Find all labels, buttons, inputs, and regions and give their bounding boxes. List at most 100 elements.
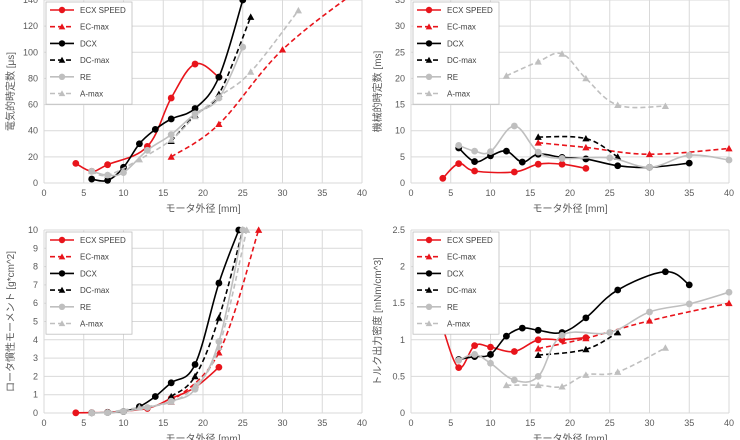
- data-point: [502, 72, 510, 79]
- legend-label: EC-max: [447, 253, 476, 262]
- x-tick-label: 30: [277, 418, 287, 428]
- y-tick-label: 4: [33, 335, 38, 345]
- series-line: [538, 135, 619, 158]
- data-point: [104, 408, 112, 415]
- x-tick-label: 15: [525, 418, 535, 428]
- x-tick-label: 40: [357, 418, 367, 428]
- y-tick-label: 80: [28, 73, 38, 83]
- legend-swatch-marker: [58, 270, 66, 277]
- y-tick-label: 10: [395, 126, 405, 136]
- legend-swatch-marker: [58, 56, 66, 63]
- legend-box: [45, 1, 133, 105]
- y-tick-label: 0: [33, 178, 38, 188]
- x-tick-label: 20: [565, 418, 575, 428]
- data-point: [215, 120, 223, 128]
- data-point: [239, 0, 247, 4]
- data-point: [278, 46, 287, 53]
- y-tick-label: 100: [23, 47, 38, 57]
- legend-label: EC-max: [80, 23, 109, 32]
- legend-swatch-marker: [425, 320, 433, 327]
- data-point: [582, 164, 590, 172]
- data-point: [191, 372, 199, 380]
- y-tick-label: 1.5: [392, 298, 405, 308]
- legend-swatch-marker: [425, 253, 433, 260]
- series-group: [439, 50, 733, 182]
- data-point: [455, 141, 463, 149]
- data-point: [191, 361, 199, 368]
- data-point: [582, 143, 590, 151]
- data-point: [167, 115, 175, 123]
- data-point: [167, 94, 175, 102]
- data-point: [143, 146, 151, 154]
- data-point: [215, 363, 223, 371]
- y-tick-label: 35: [395, 0, 405, 5]
- chart-3: 0 1 2 3 4 5 6 7 8 9 10 0 5 10 15 20 25 30 35 40 モータ外径 [mm] ロー…: [4, 225, 367, 440]
- data-point: [558, 332, 566, 339]
- series-line: [506, 52, 666, 109]
- legend-swatch-marker: [58, 90, 66, 97]
- x-tick-label: 35: [684, 188, 694, 198]
- legend-swatch-marker: [425, 23, 433, 30]
- data-point: [725, 144, 733, 152]
- legend-swatch-marker: [58, 73, 66, 81]
- data-point: [510, 348, 518, 355]
- legend-swatch-marker: [425, 286, 433, 293]
- data-point: [88, 175, 96, 183]
- data-point: [534, 381, 542, 389]
- data-point: [534, 58, 542, 65]
- series-line: [458, 291, 730, 383]
- x-tick-label: 10: [118, 418, 128, 428]
- data-point: [685, 300, 693, 308]
- data-point: [471, 147, 478, 155]
- legend-swatch-marker: [58, 40, 66, 47]
- data-point: [558, 155, 566, 162]
- legend-label: RE: [447, 73, 458, 82]
- data-point: [582, 345, 590, 353]
- data-point: [136, 140, 143, 148]
- legend-box: [412, 231, 500, 335]
- chart-2: 0 5 10 15 20 25 30 35 0 5 10 15 20 25 30 35 40 モータ外径 [mm]…: [371, 0, 734, 215]
- x-tick-label: 10: [485, 418, 495, 428]
- series-group: [72, 226, 263, 417]
- data-point: [614, 328, 622, 336]
- y-tick-label: 7: [33, 280, 38, 290]
- data-point: [582, 134, 590, 142]
- series-line: [538, 141, 730, 156]
- data-point: [487, 343, 494, 351]
- y-tick-label: 3: [33, 353, 38, 363]
- y-tick-label: 20: [395, 73, 405, 83]
- legend-label: DC-max: [447, 286, 476, 295]
- data-point: [487, 148, 494, 156]
- data-point: [88, 409, 96, 416]
- y-tick-label: 2: [400, 262, 405, 272]
- y-tick-label: 1: [400, 335, 405, 345]
- chart-1: 0 20 40 60 80 100 120 140 0 5 10 15 20 25 30 35 40 モータ外径 …: [4, 0, 367, 215]
- data-point: [725, 299, 733, 307]
- x-tick-label: 20: [198, 418, 208, 428]
- x-axis-title: モータ外径 [mm]: [533, 432, 608, 440]
- data-point: [646, 163, 653, 171]
- legend-label: DCX: [80, 269, 98, 278]
- y-tick-label: 20: [28, 152, 38, 162]
- data-point: [725, 156, 733, 164]
- data-point: [534, 326, 542, 334]
- y-tick-label: 2: [33, 371, 38, 381]
- x-tick-label: 20: [565, 188, 575, 198]
- legend-swatch-marker: [425, 90, 433, 97]
- legend-label: ECX SPEED: [447, 6, 493, 15]
- x-axis-title: モータ外径 [mm]: [166, 202, 241, 215]
- data-point: [120, 169, 127, 176]
- x-tick-label: 20: [198, 188, 208, 198]
- x-tick-label: 10: [118, 188, 128, 198]
- data-point: [294, 6, 302, 14]
- data-point: [558, 383, 566, 390]
- data-point: [606, 329, 614, 336]
- data-point: [510, 376, 518, 384]
- data-point: [606, 154, 614, 162]
- data-point: [215, 314, 223, 321]
- data-point: [191, 381, 199, 389]
- series-line: [170, 229, 244, 398]
- data-point: [534, 351, 542, 359]
- y-tick-label: 0: [400, 178, 405, 188]
- data-point: [135, 155, 143, 163]
